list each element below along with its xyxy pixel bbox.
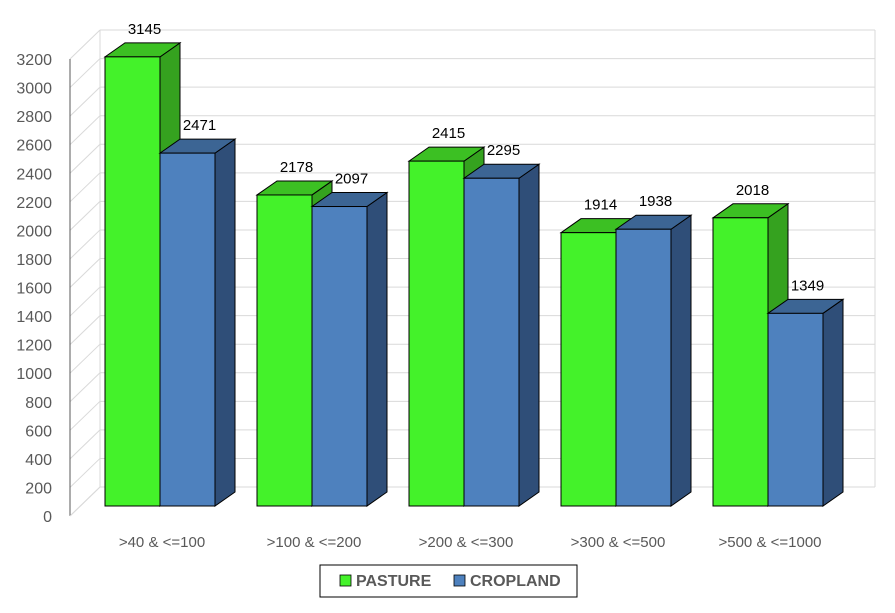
data-label-cropland: 2295 [487, 142, 520, 159]
bar-cropland [159, 152, 216, 507]
side-gridline [69, 201, 101, 231]
y-tick-label: 800 [25, 395, 52, 412]
side-gridline [69, 29, 101, 60]
y-tick-label: 3000 [16, 81, 52, 98]
bar-pasture [256, 194, 313, 507]
side-gridline [69, 343, 101, 374]
side-gridline [69, 458, 101, 488]
y-tick-label: 2200 [16, 195, 52, 212]
data-label-pasture: 1914 [584, 197, 617, 214]
bar-pasture [408, 160, 465, 507]
bar-cropland [311, 206, 368, 507]
side-gridline [69, 172, 101, 203]
y-tick-label: 2000 [16, 223, 52, 240]
side-gridline [69, 143, 101, 174]
data-label-pasture: 2178 [280, 159, 313, 176]
y-tick-label: 1200 [16, 338, 52, 355]
legend: PASTURE CROPLAND [319, 564, 578, 598]
bar-side-cropland [822, 298, 844, 507]
y-axis: 0 200 400 600 800 1000 1200 1400 1600 1800 2000 220… [16, 52, 52, 526]
side-gridline [69, 286, 101, 317]
side-gridline [69, 86, 101, 117]
y-tick-label: 2800 [16, 109, 52, 126]
y-tick-label: 3200 [16, 52, 52, 69]
x-tick-label: >40 & <=100 [119, 534, 205, 551]
data-labels: 3145 2471 2178 2097 2415 2295 1914 1938 2018 1349 [128, 21, 824, 294]
bars [103, 41, 845, 507]
y-tick-label: 0 [43, 509, 52, 526]
side-gridline [69, 400, 101, 431]
side-gridline [69, 372, 101, 403]
bar-side-cropland [214, 138, 236, 507]
y-tick-label: 600 [25, 423, 52, 440]
x-axis: >40 & <=100 >100 & <=200 >200 & <=300 >300 … [119, 534, 822, 551]
side-gridline [69, 315, 101, 345]
data-label-cropland: 1938 [639, 193, 672, 210]
y-tick-label: 1600 [16, 281, 52, 298]
x-tick-label: >500 & <=1000 [718, 534, 821, 551]
y-tick-label: 2400 [16, 166, 52, 183]
data-label-cropland: 1349 [791, 277, 824, 294]
side-gridline [69, 229, 101, 260]
data-label-pasture: 2018 [736, 182, 769, 199]
y-tick-label: 1400 [16, 309, 52, 326]
bar-side-cropland [670, 214, 692, 507]
y-tick-label: 200 [25, 480, 52, 497]
legend-swatch-cropland [453, 574, 466, 587]
data-label-pasture: 2415 [432, 125, 465, 142]
bar-pasture [104, 56, 161, 507]
bar-pasture [712, 217, 769, 507]
legend-box [319, 564, 578, 598]
data-label-cropland: 2097 [335, 171, 368, 188]
side-gridline [69, 429, 101, 460]
data-label-pasture: 3145 [128, 21, 161, 38]
floor-edge [69, 486, 101, 517]
x-tick-label: >300 & <=500 [571, 534, 666, 551]
bar-pasture [560, 232, 617, 507]
side-gridline [69, 115, 101, 146]
bar-side-cropland [518, 163, 540, 507]
y-tick-label: 1000 [16, 366, 52, 383]
y-tick-label: 2600 [16, 138, 52, 155]
x-tick-label: >200 & <=300 [419, 534, 514, 551]
bar-cropland [615, 228, 672, 507]
x-tick-label: >100 & <=200 [267, 534, 362, 551]
bar-side-cropland [366, 191, 388, 507]
legend-label-pasture: PASTURE [356, 573, 432, 590]
side-gridline [69, 58, 101, 88]
y-tick-label: 1800 [16, 252, 52, 269]
legend-swatch-pasture [339, 574, 352, 587]
side-gridline [69, 258, 101, 288]
data-label-cropland: 2471 [183, 117, 216, 134]
bar-cropland [767, 312, 824, 507]
bar-cropland [463, 177, 520, 507]
legend-label-cropland: CROPLAND [470, 573, 561, 590]
y-tick-label: 400 [25, 452, 52, 469]
